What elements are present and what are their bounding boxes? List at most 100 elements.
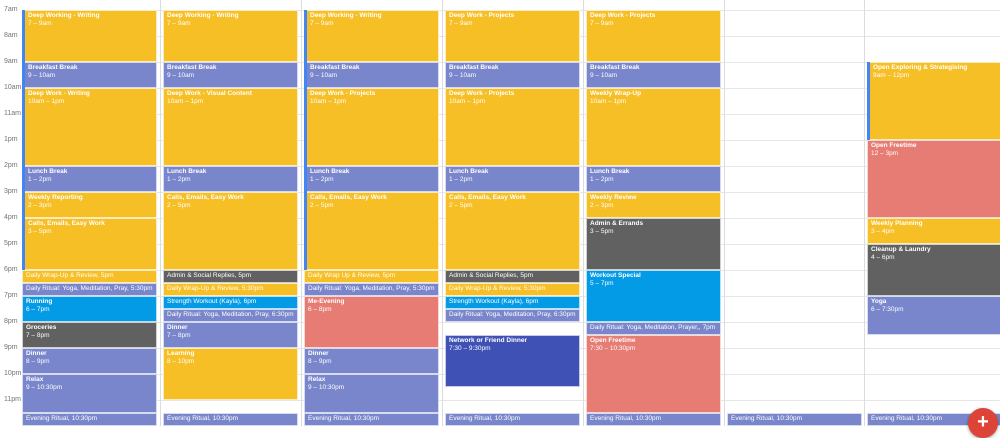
event-edge-marker <box>304 62 307 88</box>
calendar-event[interactable]: Lunch Break 1 – 2pm <box>163 166 298 192</box>
calendar-event[interactable]: Admin & Errands 3 – 5pm <box>586 218 721 270</box>
hour-label: 11pm <box>4 396 21 403</box>
event-time: 9am – 12pm <box>873 72 910 79</box>
calendar-event[interactable]: Lunch Break 1 – 2pm <box>445 166 580 192</box>
calendar-event[interactable]: Daily Ritual: Yoga, Meditation, Pray, 6:3… <box>445 309 580 322</box>
calendar-event[interactable]: Workout Special 5 – 7pm <box>586 270 721 322</box>
calendar-event[interactable]: Daily Ritual: Yoga, Meditation, Pray, 6:3… <box>163 309 298 322</box>
calendar-event[interactable]: Admin & Social Replies, 5pm <box>445 270 580 283</box>
calendar-event[interactable]: Deep Work - Projects 7 – 9am <box>445 10 580 62</box>
calendar-event[interactable]: Daily Ritual: Yoga, Meditation, Pray, 5:3… <box>304 283 439 296</box>
event-time: 10am – 1pm <box>449 98 486 105</box>
calendar-event[interactable]: Calls, Emails, Easy Work 2 – 5pm <box>306 192 439 270</box>
calendar-event[interactable]: Daily Wrap-Up & Review, 5:30pm <box>445 283 580 296</box>
calendar-event[interactable]: Evening Ritual, 10:30pm <box>586 413 721 426</box>
event-time: 5pm <box>100 272 114 279</box>
event-title: Daily Ritual: Yoga, Meditation, Pray, <box>167 311 270 318</box>
calendar-event[interactable]: Daily Ritual: Yoga, Meditation, Prayer,,… <box>586 322 721 335</box>
calendar-event[interactable]: Me-Evening 6 – 8pm <box>304 296 439 348</box>
calendar-event[interactable]: Deep Working - Writing 7 – 9am <box>24 10 157 62</box>
event-title: Calls, Emails, Easy Work <box>28 220 105 227</box>
hour-label: 3pm <box>4 188 18 195</box>
calendar-event[interactable]: Weekly Review 2 – 3pm <box>586 192 721 218</box>
calendar-event[interactable]: Dinner 8 – 9pm <box>22 348 157 374</box>
event-time: 7 – 9am <box>28 20 52 27</box>
calendar-event[interactable]: Daily Wrap-Up & Review, 5pm <box>22 270 157 283</box>
calendar-event[interactable]: Yoga 6 – 7:30pm <box>867 296 1000 335</box>
event-time: 7 – 9am <box>590 20 614 27</box>
event-title: Breakfast Break <box>310 64 360 71</box>
calendar-event[interactable]: Breakfast Break 9 – 10am <box>586 62 721 88</box>
event-title: Evening Ritual, <box>308 415 352 422</box>
calendar-event[interactable]: Breakfast Break 9 – 10am <box>306 62 439 88</box>
event-edge-marker <box>22 62 25 88</box>
calendar-event[interactable]: Groceries 7 – 8pm <box>22 322 157 348</box>
calendar-event[interactable]: Evening Ritual, 10:30pm <box>727 413 862 426</box>
calendar-event[interactable]: Breakfast Break 9 – 10am <box>445 62 580 88</box>
calendar-event[interactable]: Deep Working - Writing 7 – 9am <box>306 10 439 62</box>
event-title: Deep Work - Projects <box>310 90 376 97</box>
event-time: 7:30 – 9:30pm <box>449 345 491 352</box>
event-time: 7 – 8pm <box>167 332 191 339</box>
calendar-event[interactable]: Admin & Social Replies, 5pm <box>163 270 298 283</box>
calendar-event[interactable]: Open Freetime 12 – 3pm <box>867 140 1000 218</box>
calendar-event[interactable]: Breakfast Break 9 – 10am <box>24 62 157 88</box>
calendar-event[interactable]: Learning 8 – 10pm <box>163 348 298 400</box>
calendar-event[interactable]: Deep Work - Projects 7 – 9am <box>586 10 721 62</box>
event-title: Deep Work - Projects <box>590 12 656 19</box>
calendar-event[interactable]: Relax 9 – 10:30pm <box>22 374 157 413</box>
calendar-event[interactable]: Running 6 – 7pm <box>22 296 157 322</box>
event-time: 7 – 8pm <box>26 332 50 339</box>
event-time: 3 – 5pm <box>28 228 52 235</box>
event-time: 5pm <box>238 272 252 279</box>
calendar-event[interactable]: Daily Wrap Up & Review, 5pm <box>304 270 439 283</box>
event-title: Weekly Review <box>590 194 637 201</box>
event-time: 5:30pm <box>241 285 264 292</box>
calendar-event[interactable]: Strength Workout (Kayla), 6pm <box>445 296 580 309</box>
hour-label: 10am <box>4 84 22 91</box>
calendar-event[interactable]: Deep Working - Writing 7 – 9am <box>163 10 298 62</box>
hour-label: 2pm <box>4 162 18 169</box>
calendar-event[interactable]: Open Freetime 7:30 – 10:30pm <box>586 335 721 413</box>
calendar-event[interactable]: Weekly Planning 3 – 4pm <box>867 218 1000 244</box>
calendar-event[interactable]: Dinner 7 – 8pm <box>163 322 298 348</box>
event-edge-marker <box>304 166 307 192</box>
calendar-event[interactable]: Lunch Break 1 – 2pm <box>24 166 157 192</box>
calendar-event[interactable]: Daily Wrap-Up & Review, 5:30pm <box>163 283 298 296</box>
calendar-event[interactable]: Calls, Emails, Easy Work 2 – 5pm <box>163 192 298 270</box>
calendar-event[interactable]: Deep Work - Visual Content 10am – 1pm <box>163 88 298 166</box>
event-time: 6 – 7pm <box>26 306 50 313</box>
calendar-event[interactable]: Daily Ritual: Yoga, Meditation, Pray, 5:3… <box>22 283 157 296</box>
calendar-event[interactable]: Evening Ritual, 10:30pm <box>163 413 298 426</box>
calendar-event[interactable]: Deep Work - Projects 10am – 1pm <box>445 88 580 166</box>
calendar-event[interactable]: Lunch Break 1 – 2pm <box>306 166 439 192</box>
calendar-event[interactable]: Weekly Reporting 2 – 3pm <box>24 192 157 218</box>
create-event-button[interactable]: + <box>968 408 998 438</box>
day-divider <box>583 0 584 426</box>
calendar-event[interactable]: Strength Workout (Kayla), 6pm <box>163 296 298 309</box>
event-title: Daily Ritual: Yoga, Meditation, Pray, <box>308 285 411 292</box>
calendar-event[interactable]: Evening Ritual, 10:30pm <box>304 413 439 426</box>
event-time: 8 – 9pm <box>26 358 50 365</box>
event-time: 1 – 2pm <box>590 176 614 183</box>
calendar-event[interactable]: Deep Work - Projects 10am – 1pm <box>306 88 439 166</box>
calendar-event[interactable]: Breakfast Break 9 – 10am <box>163 62 298 88</box>
calendar-event[interactable]: Network or Friend Dinner 7:30 – 9:30pm <box>445 335 580 387</box>
calendar-event[interactable]: Evening Ritual, 10:30pm <box>445 413 580 426</box>
calendar-event[interactable]: Dinner 8 – 9pm <box>304 348 439 374</box>
hour-label: 11am <box>4 110 21 117</box>
calendar-event[interactable]: Relax 9 – 10:30pm <box>304 374 439 413</box>
calendar-event[interactable]: Evening Ritual, 10:30pm <box>22 413 157 426</box>
calendar-event[interactable]: Weekly Wrap-Up 10am – 1pm <box>586 88 721 166</box>
calendar-event[interactable]: Lunch Break 1 – 2pm <box>586 166 721 192</box>
event-title: Dinner <box>167 324 188 331</box>
calendar-event[interactable]: Calls, Emails, Easy Work 2 – 5pm <box>445 192 580 270</box>
calendar-event[interactable]: Cleanup & Laundry 4 – 6pm <box>867 244 1000 296</box>
hour-label: 5pm <box>4 240 18 247</box>
calendar-event[interactable]: Open Exploring & Strategising 9am – 12pm <box>869 62 1000 140</box>
calendar-event[interactable]: Deep Work - Writing 10am – 1pm <box>24 88 157 166</box>
event-time: 5pm <box>520 272 534 279</box>
calendar-event[interactable]: Calls, Emails, Easy Work 3 – 5pm <box>24 218 157 270</box>
event-title: Evening Ritual, <box>731 415 775 422</box>
event-edge-marker <box>304 192 307 270</box>
